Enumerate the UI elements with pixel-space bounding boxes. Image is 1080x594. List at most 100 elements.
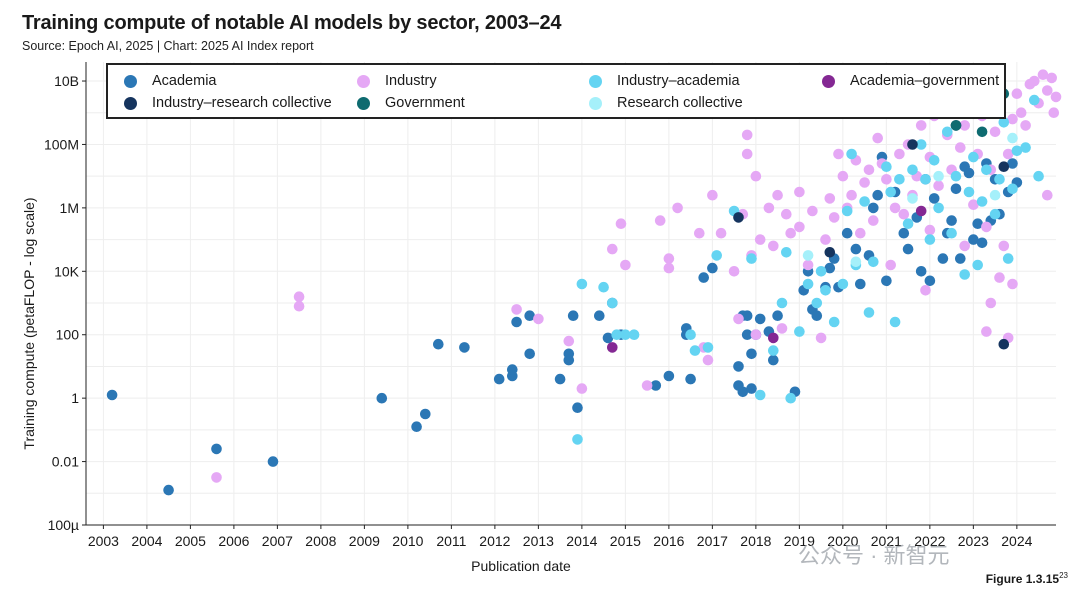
point-industry [741,148,753,160]
point-industry [293,300,305,312]
point-academia [872,189,883,201]
point-industry-academia [894,174,905,185]
point-industry [1042,189,1053,201]
point-academia [972,218,983,229]
point-industry [815,332,827,344]
x-tick-label: 2013 [523,533,554,549]
point-industry [933,180,944,191]
x-tick-label: 2018 [740,533,771,549]
point-industry [663,253,675,264]
point-academia [563,354,575,366]
x-tick-label: 2008 [305,533,336,549]
point-academia [376,392,388,404]
legend-dot-industry [357,74,370,88]
x-axis-title: Publication date [471,558,571,574]
y-tick-label: 10K [54,263,80,279]
point-industry [750,170,762,182]
point-academia [746,348,757,360]
point-academia [554,373,566,385]
point-industry [707,189,718,201]
legend-label-academia-government: Academia–government [850,73,1000,89]
y-tick-label: 10B [54,73,79,89]
point-academia [524,310,535,322]
point-industry-academia [837,278,849,290]
legend-label-academia: Academia [152,73,217,89]
point-industry [863,164,875,176]
point-industry [733,313,744,325]
point-industry-academia [846,148,857,160]
point-industry [807,205,818,217]
point-industry [802,259,814,271]
point-industry [615,218,627,229]
point-industry-academia [776,297,788,309]
point-industry-academia [628,329,640,341]
point-academia [524,348,535,360]
point-academia [685,373,696,385]
point-industry [894,148,905,160]
y-axis-title: Training compute (petaFLOP - log scale) [21,197,37,449]
point-academia [459,342,470,353]
point-academia [737,386,749,398]
point-industry-academia [915,139,927,150]
x-tick-label: 2020 [827,533,858,549]
point-industry [533,313,544,325]
point-industry-academia [689,345,701,356]
x-tick-label: 2010 [392,533,423,549]
point-industry [989,126,1001,138]
point-industry-academia [885,186,896,198]
point-academia [850,243,862,255]
point-academia [507,364,518,375]
point-industry [672,202,683,214]
x-tick-label: 2021 [871,533,902,549]
point-academia [768,354,779,366]
point-industry [998,240,1010,252]
point-industry [794,186,805,198]
point-industry [1050,91,1062,103]
point-industry-academia [1020,142,1031,153]
point-industry [1029,75,1040,87]
point-academia [955,253,966,264]
point-industry [981,326,992,337]
legend-dot-research-collective [589,96,602,110]
point-industry-academia [815,266,827,277]
point-industry [833,148,844,160]
point-industry [715,227,727,239]
point-industry [924,224,936,236]
point-industry [781,208,792,220]
point-academia [572,402,583,414]
point-industry [994,272,1005,283]
point-industry-academia [794,326,805,337]
point-research-collective [907,193,918,204]
point-industry-academia [1029,94,1040,106]
point-industry [763,202,775,214]
legend-item-academia-government: Academia–government [822,73,999,89]
x-tick-label: 2007 [262,533,293,549]
x-tick-label: 2005 [175,533,206,549]
point-industry [768,240,779,252]
wechat-watermark: 公众号 · 新智元 [798,543,950,568]
point-industry-academia [820,285,831,296]
point-industry [868,215,879,226]
point-academia [950,183,962,195]
point-industry [563,335,575,347]
point-industry-academia [881,161,892,172]
point-academia [741,329,753,341]
chart-subtitle: Source: Epoch AI, 2025 | Chart: 2025 AI … [22,39,314,53]
legend-dot-government [357,96,370,110]
point-industry [1037,69,1049,80]
point-industry [702,354,714,366]
point-industry-academia [785,392,796,404]
point-industry-academia [576,278,588,290]
point-industry [1020,120,1031,131]
point-academia [420,408,431,420]
y-tick-label: 1 [71,390,79,406]
point-industry [985,297,997,309]
point-research-collective [989,189,1001,201]
point-academia [411,421,422,433]
legend-dot-industry-research-collective [124,96,137,110]
point-academia [746,383,757,394]
x-tick-label: 2004 [131,533,162,549]
y-tick-label: 1M [60,200,79,216]
point-industry-academia [620,329,631,341]
point-industry [955,142,966,153]
